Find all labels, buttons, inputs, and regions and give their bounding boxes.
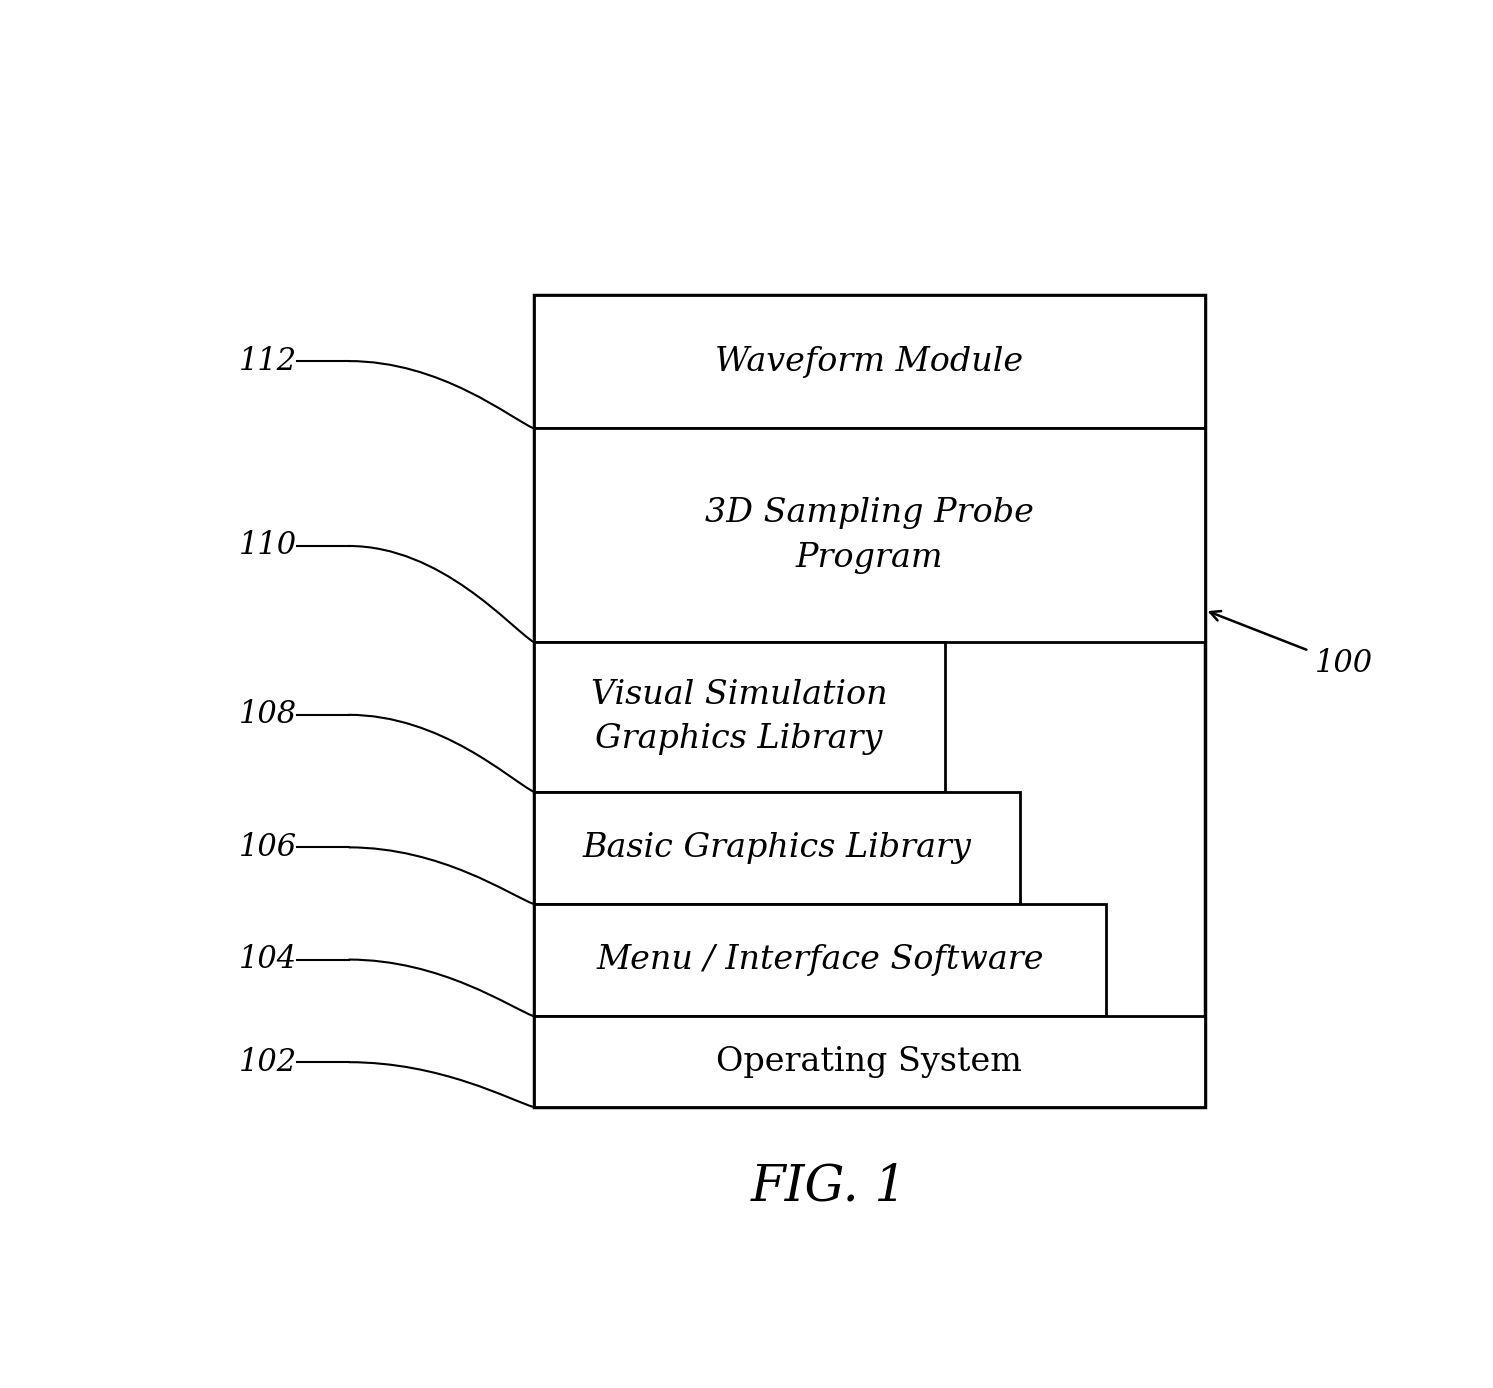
Text: 106: 106 — [239, 831, 297, 863]
Bar — [533, 643, 945, 791]
Text: 3D Sampling Probe
Program: 3D Sampling Probe Program — [705, 497, 1033, 573]
Bar — [533, 904, 1106, 1016]
Text: Menu / Interface Software: Menu / Interface Software — [596, 944, 1044, 976]
Text: FIG. 1: FIG. 1 — [751, 1163, 906, 1212]
Bar — [533, 429, 1205, 643]
Text: Visual Simulation
Graphics Library: Visual Simulation Graphics Library — [591, 679, 887, 755]
Text: 104: 104 — [239, 944, 297, 976]
Bar — [533, 1016, 1205, 1108]
Text: 110: 110 — [239, 530, 297, 562]
Text: Operating System: Operating System — [717, 1045, 1023, 1077]
Text: 100: 100 — [1315, 648, 1374, 679]
Bar — [533, 791, 1020, 904]
Bar — [533, 294, 1205, 429]
Text: 102: 102 — [239, 1047, 297, 1077]
Text: Waveform Module: Waveform Module — [715, 346, 1023, 378]
Bar — [533, 294, 1205, 1108]
Text: 112: 112 — [239, 346, 297, 376]
Text: 108: 108 — [239, 700, 297, 730]
Text: Basic Graphics Library: Basic Graphics Library — [582, 831, 970, 863]
